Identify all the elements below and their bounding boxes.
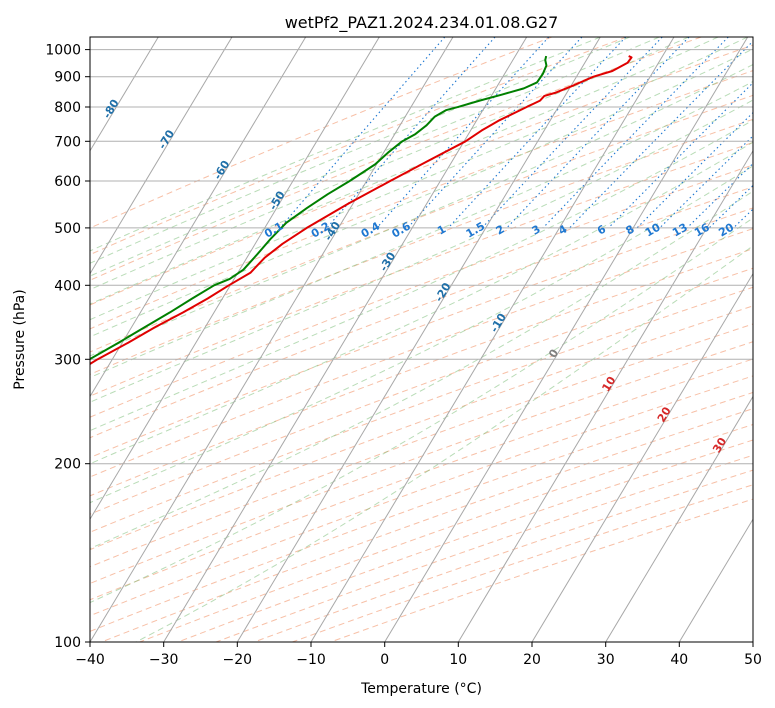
moist-adiabat [90, 99, 753, 403]
y-tick-label: 800 [54, 100, 81, 116]
isotherm-line [678, 518, 753, 642]
dry-adiabat [90, 305, 753, 551]
y-tick-label: 1000 [45, 43, 81, 59]
moist-adiabat [90, 119, 753, 432]
isotherm-line [457, 149, 753, 642]
x-tick-label: −10 [296, 652, 326, 668]
mixing-ratio-line [659, 135, 753, 229]
mixing-ratio-line [376, 37, 550, 229]
isotherm-line [384, 37, 749, 642]
y-tick-label: 500 [54, 221, 81, 237]
x-axis-label: Temperature (°C) [360, 681, 482, 697]
moist-adiabat [90, 37, 689, 291]
isotherm-line [90, 37, 233, 275]
y-tick-label: 400 [54, 278, 81, 294]
dry-adiabat [90, 267, 753, 515]
x-tick-label: 30 [597, 652, 615, 668]
isobar-grid [90, 49, 753, 642]
isotherm-line [90, 37, 454, 642]
isotherm-grid [90, 37, 753, 642]
dry-adiabat [90, 186, 753, 439]
mixing-ratio-line [542, 37, 729, 229]
y-tick-label: 100 [54, 635, 81, 651]
mixing-ratio-lines [279, 37, 753, 229]
moist-adiabats [90, 37, 753, 642]
chart-title: wetPf2_PAZ1.2024.234.01.08.G27 [285, 13, 559, 33]
dry-adiabat [90, 37, 552, 229]
x-tick-label: −40 [75, 652, 105, 668]
dry-adiabat [90, 358, 753, 601]
moist-adiabat [90, 165, 753, 504]
isotherm-line [310, 37, 675, 642]
isotherm-line [605, 395, 753, 642]
moist-adiabat [90, 37, 601, 252]
isotherm-line [90, 37, 380, 521]
x-axis-ticks: −40 −30 −20 −10 0 10 20 30 40 50 [75, 642, 762, 668]
plot-frame [89, 36, 754, 643]
y-tick-label: 900 [54, 70, 81, 86]
mixing-ratio-line [481, 37, 663, 229]
sounding-series [90, 55, 633, 366]
isotherm-line [90, 37, 159, 152]
mixing-ratio-line [569, 40, 753, 229]
mixing-ratio-line [326, 37, 496, 229]
isotherm-line [163, 37, 528, 642]
moist-adiabat [90, 64, 753, 357]
moist-adiabat [90, 37, 660, 277]
y-tick-label: 200 [54, 457, 81, 473]
y-axis-label: Pressure (hPa) [12, 289, 28, 389]
plot-area [90, 37, 753, 642]
moist-adiabat [90, 217, 753, 604]
y-tick-label: 600 [54, 174, 81, 190]
x-tick-label: 50 [744, 652, 762, 668]
temperature-profile-line [90, 55, 633, 366]
dry-adiabat [90, 37, 627, 256]
mixing-ratio-line [447, 37, 627, 229]
dewpoint-profile-line [90, 55, 548, 361]
moist-adiabat [90, 37, 719, 305]
moist-adiabat [90, 141, 753, 465]
x-tick-label: −20 [223, 652, 253, 668]
y-tick-label: 700 [54, 134, 81, 150]
mixing-ratio-line [506, 37, 690, 229]
isotherm-line [531, 272, 753, 642]
dry-adiabat [90, 94, 753, 353]
x-tick-label: 10 [449, 652, 467, 668]
mixing-ratio-line [279, 37, 446, 229]
mixing-ratio-line [407, 37, 583, 229]
x-tick-label: 20 [523, 652, 541, 668]
y-axis-ticks: 1000 900 800 700 600 500 400 300 200 100 [45, 43, 90, 651]
moist-adiabat [135, 245, 753, 642]
y-tick-label: 300 [54, 352, 81, 368]
dry-adiabat [90, 375, 753, 617]
isotherm-line [236, 37, 601, 642]
x-tick-label: −30 [149, 652, 179, 668]
x-tick-label: 40 [670, 652, 688, 668]
x-tick-label: 0 [380, 652, 389, 668]
moist-adiabat [90, 37, 748, 321]
dry-adiabat [90, 70, 753, 330]
moist-adiabat [90, 37, 630, 264]
